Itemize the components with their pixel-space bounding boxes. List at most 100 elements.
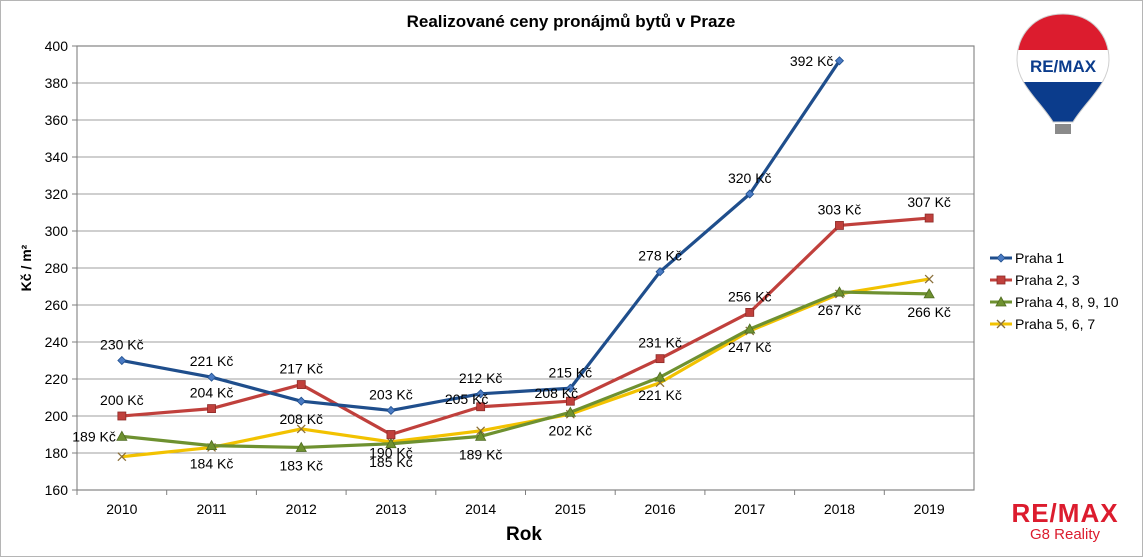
data-label: 208 Kč — [279, 411, 323, 427]
data-point — [835, 221, 844, 230]
data-point — [476, 389, 486, 399]
y-tick-label: 400 — [45, 38, 69, 54]
data-point — [207, 404, 216, 414]
data-label: 307 Kč — [907, 194, 951, 210]
data-point — [564, 406, 577, 417]
data-point — [834, 56, 845, 66]
data-point — [476, 402, 486, 412]
y-tick-label: 220 — [45, 371, 69, 387]
data-labels: 230 Kč 221 Kč 208 Kč 203 Kč 212 Kč 215 Kč 278 … — [72, 53, 951, 474]
x-axis-title: Rok — [506, 524, 542, 545]
data-label: 189 Kč — [459, 446, 503, 462]
data-label: 256 Kč — [728, 288, 772, 304]
series-line — [121, 277, 930, 459]
data-label: 221 Kč — [190, 353, 234, 369]
data-label: 205 Kč — [445, 391, 489, 407]
data-point — [744, 323, 756, 334]
legend-label: Praha 1 — [1015, 250, 1065, 266]
data-point — [474, 430, 487, 441]
y-axis-title: Kč / m² — [18, 244, 34, 291]
legend-item: Praha 5, 6, 7 — [990, 313, 1119, 335]
svg-text:RE/MAX: RE/MAX — [1030, 57, 1097, 76]
data-point — [655, 354, 665, 364]
data-label: 212 Kč — [459, 370, 503, 386]
data-label: 278 Kč — [638, 248, 682, 264]
data-point — [655, 267, 665, 277]
data-label: 247 Kč — [728, 339, 772, 355]
data-point — [996, 319, 1006, 329]
brand-name: RE/MAX — [1011, 498, 1119, 528]
data-point — [565, 396, 575, 406]
data-point — [117, 452, 127, 462]
data-label: 217 Kč — [279, 361, 323, 377]
chart-title: Realizované ceny pronájmů bytů v Praze — [407, 12, 736, 31]
data-point — [296, 380, 306, 389]
y-tick-label: 320 — [45, 186, 69, 202]
brand-subtitle: G8 Reality — [1029, 526, 1101, 543]
series-line — [121, 216, 930, 437]
data-label: 183 Kč — [279, 457, 323, 473]
data-label: 200 Kč — [100, 392, 144, 408]
legend-label: Praha 5, 6, 7 — [1015, 316, 1096, 332]
legend-label: Praha 4, 8, 9, 10 — [1015, 294, 1119, 310]
x-tick-label: 2015 — [555, 501, 586, 517]
data-point — [923, 288, 935, 299]
y-tick-label: 180 — [45, 445, 69, 461]
y-tick-label: 340 — [45, 149, 69, 165]
data-label: 202 Kč — [549, 422, 593, 438]
x-tick-label: 2019 — [914, 501, 945, 517]
y-tick-label: 240 — [45, 334, 69, 350]
data-point — [995, 296, 1007, 307]
data-point — [296, 396, 306, 406]
legend: Praha 1 Praha 2, 3 Praha 4, 8, 9, 10 Praha … — [990, 247, 1119, 335]
data-point — [117, 355, 127, 366]
data-point — [206, 372, 217, 382]
y-tick-label: 300 — [45, 223, 69, 239]
legend-swatch — [990, 275, 1012, 285]
y-tick-label: 280 — [45, 260, 69, 276]
data-label: 185 Kč — [369, 454, 413, 470]
y-tick-label: 360 — [45, 112, 69, 128]
y-tick-label: 380 — [45, 75, 69, 91]
legend-item: Praha 2, 3 — [990, 269, 1119, 291]
brand-block: RE/MAX G8 Reality — [1000, 500, 1130, 544]
series-line — [121, 290, 930, 450]
data-point — [295, 441, 307, 452]
data-label: 215 Kč — [549, 364, 593, 380]
data-label: 190 Kč — [369, 445, 413, 461]
data-point — [386, 405, 396, 416]
y-axis: 160 180 200 220 240 260 280 300 320 340 360 380 400 — [45, 38, 77, 498]
remax-balloon-logo: RE/MAX — [1016, 13, 1110, 134]
legend-swatch — [990, 253, 1012, 263]
data-label: 267 Kč — [818, 302, 862, 318]
data-label: 203 Kč — [369, 386, 413, 402]
x-tick-label: 2016 — [644, 501, 675, 517]
x-tick-label: 2012 — [286, 501, 317, 517]
data-label: 221 Kč — [638, 387, 682, 403]
y-tick-label: 160 — [45, 482, 69, 498]
data-label: 320 Kč — [728, 170, 772, 186]
data-label: 392 Kč — [790, 53, 834, 69]
data-point — [924, 274, 934, 284]
x-tick-label: 2017 — [734, 501, 765, 517]
data-point — [745, 307, 755, 317]
data-label: 189 Kč — [72, 428, 116, 444]
x-tick-label: 2013 — [375, 501, 406, 517]
x-tick-label: 2014 — [465, 501, 496, 517]
data-point — [205, 439, 218, 450]
x-tick-label: 2018 — [824, 501, 855, 517]
data-label: 230 Kč — [100, 337, 144, 353]
series-0 — [117, 56, 845, 416]
data-label: 231 Kč — [638, 335, 682, 351]
data-point — [654, 371, 666, 382]
legend-swatch — [990, 296, 1012, 307]
series-2 — [116, 286, 935, 452]
data-point — [924, 213, 934, 223]
data-point — [996, 275, 1006, 285]
legend-label: Praha 2, 3 — [1015, 272, 1080, 288]
data-label: 208 Kč — [535, 385, 579, 401]
data-point — [116, 430, 128, 441]
data-point — [386, 430, 396, 439]
data-label: 184 Kč — [190, 456, 234, 472]
